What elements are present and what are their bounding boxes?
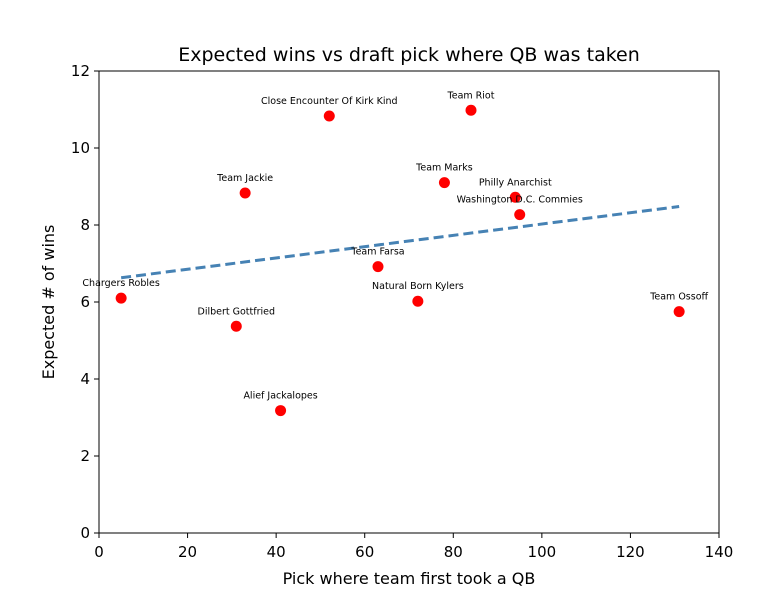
data-point (412, 295, 424, 307)
data-point-label: Team Ossoff (649, 292, 708, 303)
data-point-label: Washington D.C. Commies (457, 195, 583, 206)
data-point (230, 320, 242, 332)
data-point (673, 306, 685, 318)
data-point-label: Alief Jackalopes (243, 391, 317, 402)
data-point (438, 177, 450, 189)
data-point (115, 292, 127, 304)
data-point-label: Team Riot (447, 90, 495, 101)
data-point (514, 209, 526, 221)
x-tick-label: 0 (94, 543, 104, 561)
y-tick-label: 12 (71, 62, 90, 80)
data-point-label: Natural Born Kylers (372, 281, 464, 292)
y-tick-label: 6 (80, 293, 90, 311)
x-tick-label: 80 (444, 543, 463, 561)
data-point (323, 110, 335, 122)
x-tick-label: 120 (616, 543, 645, 561)
y-tick-label: 4 (80, 370, 90, 388)
trend-line (120, 205, 680, 280)
data-point-label: Team Jackie (216, 173, 273, 184)
x-tick-label: 60 (355, 543, 374, 561)
data-point-label: Close Encounter Of Kirk Kind (261, 96, 398, 107)
data-point (372, 261, 384, 273)
data-point-label: Team Marks (415, 163, 473, 174)
data-point (275, 405, 287, 417)
x-tick-label: 140 (705, 543, 734, 561)
axes-frame (98, 70, 720, 534)
data-point (465, 104, 477, 116)
plot-area: 0 20 40 60 80 100 120 140 0 2 4 6 8 10 12 Chargers Robl… (71, 62, 733, 561)
data-point (239, 187, 251, 199)
data-point-label: Chargers Robles (82, 278, 159, 289)
x-tick-label: 40 (267, 543, 286, 561)
x-axis-label: Pick where team first took a QB (283, 569, 536, 588)
chart-title: Expected wins vs draft pick where QB was… (178, 44, 640, 66)
data-point-label: Team Farsa (350, 247, 404, 258)
y-tick-label: 0 (80, 524, 90, 542)
data-point-label: Dilbert Gottfried (198, 306, 276, 317)
y-tick-label: 10 (71, 139, 90, 157)
y-tick-label: 2 (80, 447, 90, 465)
y-tick-label: 8 (80, 216, 90, 234)
data-point-label: Philly Anarchist (479, 177, 552, 188)
x-tick-label: 100 (528, 543, 557, 561)
y-axis-label: Expected # of wins (39, 225, 58, 380)
x-tick-label: 20 (178, 543, 197, 561)
data-point (509, 191, 521, 203)
